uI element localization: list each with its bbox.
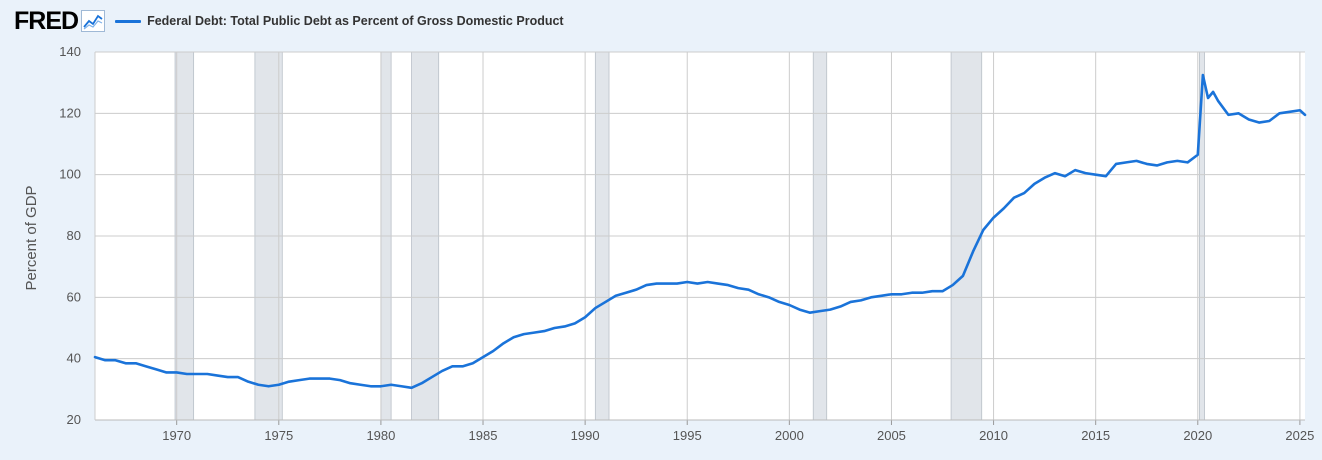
- y-tick-label: 60: [67, 289, 81, 304]
- y-tick-label: 20: [67, 412, 81, 427]
- y-tick-label: 40: [67, 351, 81, 366]
- x-tick-label: 1995: [673, 428, 702, 443]
- x-tick-label: 1970: [162, 428, 191, 443]
- legend-swatch: [115, 19, 142, 23]
- x-axis: 1970 1975 1980 1985 1990 1995 2000 2005 2010 2015…: [94, 52, 1314, 443]
- y-tick-label: 140: [59, 44, 81, 59]
- y-tick-label: 100: [59, 167, 81, 182]
- y-tick-label: 120: [59, 105, 81, 120]
- x-tick-label: 2010: [979, 428, 1008, 443]
- line-chart-icon: [81, 10, 106, 32]
- x-tick-label: 1990: [571, 428, 600, 443]
- x-tick-label: 1975: [264, 428, 293, 443]
- fred-logo-text: FRED: [14, 6, 79, 35]
- legend-label: Federal Debt: Total Public Debt as Perce…: [147, 14, 564, 28]
- x-tick-label: 2005: [877, 428, 906, 443]
- fred-logo[interactable]: FRED: [14, 6, 106, 36]
- y-axis: 20 40 60 80 100 120 140: [59, 44, 81, 427]
- series-line: [93, 73, 1307, 390]
- y-axis-title: Percent of GDP: [23, 185, 40, 290]
- x-tick-label: 2015: [1081, 428, 1110, 443]
- x-tick-label: 2000: [775, 428, 804, 443]
- y-tick-label: 80: [67, 228, 81, 243]
- x-tick-label: 1985: [469, 428, 498, 443]
- chart-header: FRED Federal Debt: Total Public Debt as …: [14, 6, 564, 36]
- x-tick-label: 1980: [366, 428, 395, 443]
- x-tick-label: 2025: [1285, 428, 1314, 443]
- x-tick-label: 2020: [1183, 428, 1212, 443]
- legend: Federal Debt: Total Public Debt as Perce…: [115, 14, 564, 28]
